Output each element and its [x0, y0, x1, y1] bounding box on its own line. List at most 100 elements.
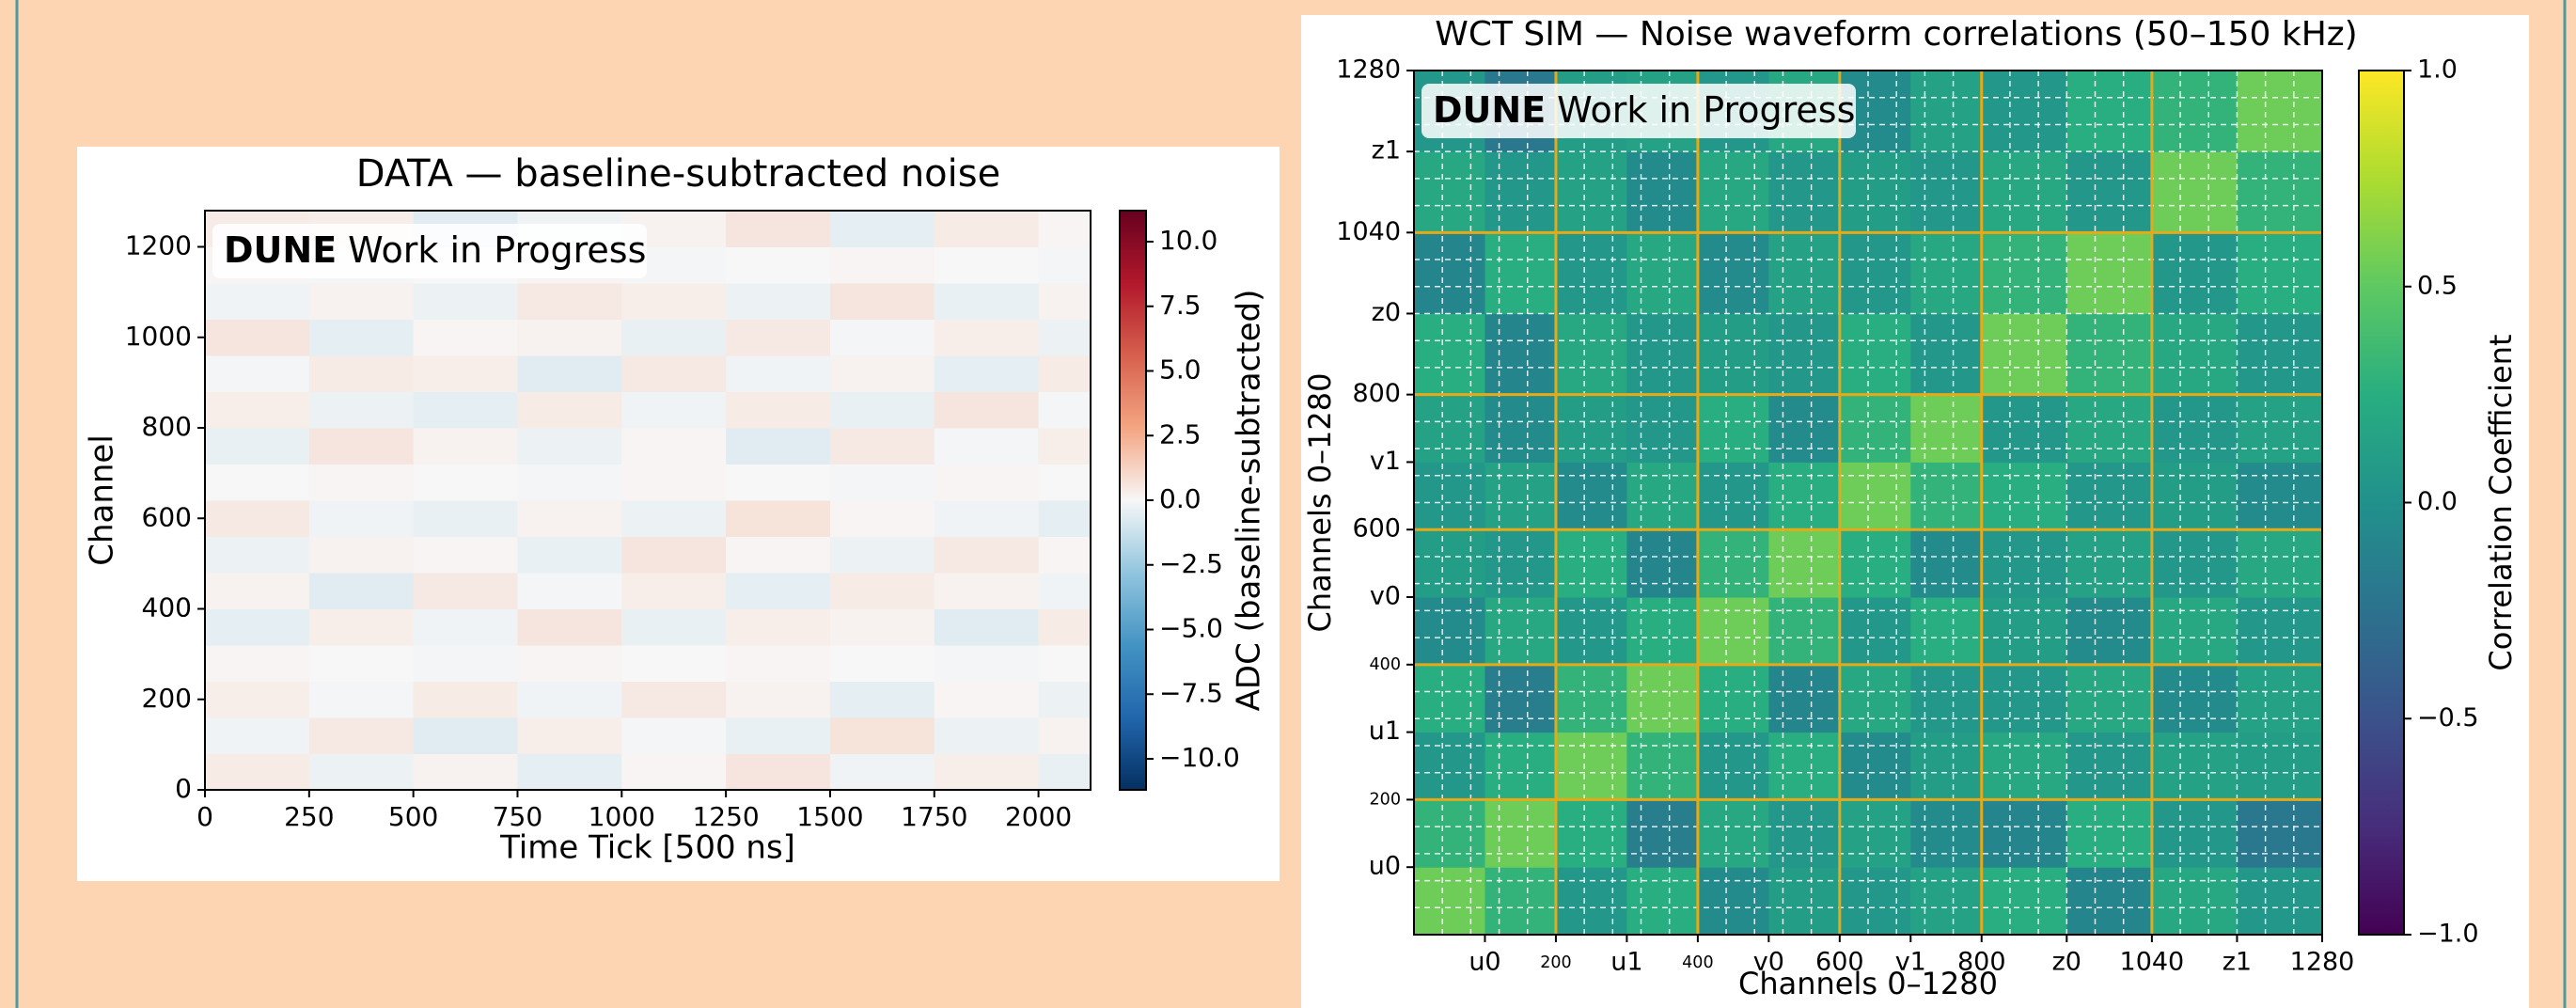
heatmap-cell: [517, 717, 622, 754]
heatmap-cell: [1839, 394, 1911, 463]
plot-frame: [204, 210, 1092, 791]
heatmap-cell: [1038, 391, 1092, 429]
heatmap-cell: [413, 464, 518, 501]
heatmap-cell: [308, 319, 415, 356]
heatmap-cell: [2151, 597, 2238, 666]
y-tick-label: z1: [1372, 136, 1401, 165]
heatmap-cell: [2066, 867, 2153, 936]
heatmap-cell: [517, 355, 622, 392]
heatmap-cell: [205, 283, 310, 320]
colorbar-tick-label: −7.5: [1159, 677, 1223, 708]
heatmap-cell: [413, 319, 518, 356]
heatmap-cell: [517, 283, 622, 320]
heatmap-cell: [1484, 462, 1557, 530]
colorbar-tick-label: 0.0: [2417, 487, 2458, 516]
heatmap-cell: [1038, 500, 1092, 537]
heatmap-cell: [308, 500, 415, 537]
heatmap-cell: [621, 391, 727, 429]
heatmap-cell: [1484, 664, 1557, 733]
heatmap-cell: [1414, 232, 1485, 314]
heatmap-cell: [413, 645, 518, 682]
heatmap-cell: [1910, 232, 1983, 314]
colorbar-label: ADC (baseline-subtracted): [1231, 290, 1268, 712]
heatmap-cell: [1981, 313, 2067, 396]
y-tick-label: 600: [1352, 514, 1401, 543]
heatmap-cell: [1038, 283, 1092, 320]
heatmap-cell: [1626, 597, 1699, 666]
x-tick-label: v1: [1895, 948, 1926, 977]
heatmap-cell: [1484, 597, 1557, 666]
heatmap-cell: [621, 464, 727, 501]
heatmap-cell: [621, 717, 727, 754]
heatmap-cell: [308, 681, 415, 718]
y-tick-label: 600: [142, 501, 192, 532]
y-axis-label: Channels 0–1280: [1302, 372, 1338, 632]
x-tick-label: 1500: [796, 801, 863, 832]
x-tick-label: 250: [284, 801, 334, 832]
heatmap-cell: [1839, 664, 1911, 733]
heatmap-cell: [934, 464, 1040, 501]
heatmap-cell: [2151, 394, 2238, 463]
heatmap-cell: [2151, 664, 2238, 733]
heatmap-cell: [1555, 394, 1627, 463]
heatmap-cell: [1414, 867, 1485, 936]
heatmap-cell: [1981, 799, 2067, 868]
y-tick-label: u1: [1369, 717, 1401, 746]
heatmap-cell: [829, 573, 935, 609]
heatmap-cell: [1768, 394, 1841, 463]
heatmap-cell: [621, 355, 727, 392]
heatmap-cell: [1981, 529, 2067, 598]
heatmap-cell: [1981, 462, 2067, 530]
heatmap-cell: [1038, 573, 1092, 609]
heatmap-cell: [829, 428, 935, 465]
heatmap-cell: [1981, 394, 2067, 463]
heatmap-cell: [2066, 71, 2153, 152]
heatmap-cell: [2066, 597, 2153, 666]
heatmap-cell: [1839, 529, 1911, 598]
heatmap-cell: [621, 681, 727, 718]
heatmap-cell: [621, 319, 727, 356]
heatmap-cell: [517, 391, 622, 429]
y-tick-label: 1040: [1336, 217, 1401, 246]
heatmap-cell: [205, 608, 310, 646]
annotation-box: [212, 224, 647, 278]
heatmap-cell: [308, 283, 415, 320]
heatmap-cell: [829, 464, 935, 501]
heatmap-cell: [829, 391, 935, 429]
x-axis-label: Time Tick [500 ns]: [499, 829, 795, 867]
heatmap-cell: [621, 428, 727, 465]
heatmap-cell: [934, 645, 1040, 682]
heatmap-cell: [726, 283, 831, 320]
heatmap-cell: [517, 753, 622, 791]
heatmap-cell: [726, 753, 831, 791]
heatmap-cell: [205, 753, 310, 791]
heatmap-cell: [1484, 799, 1557, 868]
x-tick-label: z1: [2223, 948, 2252, 977]
heatmap-cell: [1484, 394, 1557, 463]
heatmap-cell: [308, 464, 415, 501]
heatmap-cell: [517, 608, 622, 646]
heatmap-cell: [517, 645, 622, 682]
heatmap-cell: [1414, 313, 1485, 396]
heatmap-cell: [2237, 867, 2323, 936]
y-tick-label: 200: [142, 683, 192, 714]
heatmap-cell: [829, 645, 935, 682]
heatmap-cell: [1414, 664, 1485, 733]
heatmap-cell: [1981, 867, 2067, 936]
heatmap-cell: [829, 355, 935, 392]
heatmap-cell: [829, 681, 935, 718]
heatmap-cell: [1414, 529, 1485, 598]
heatmap-cell: [934, 753, 1040, 791]
heatmap-cell: [1626, 529, 1699, 598]
x-tick-label: 1280: [2290, 948, 2355, 977]
heatmap-cell: [1768, 462, 1841, 530]
heatmap-cell: [1038, 355, 1092, 392]
heatmap-cell: [1910, 664, 1983, 733]
heatmap-cell: [621, 536, 727, 574]
x-tick-label: 800: [1957, 948, 2006, 977]
heatmap-cell: [2066, 799, 2153, 868]
heatmap-cell: [517, 428, 622, 465]
heatmap-cell: [934, 536, 1040, 574]
heatmap-cell: [1768, 232, 1841, 314]
